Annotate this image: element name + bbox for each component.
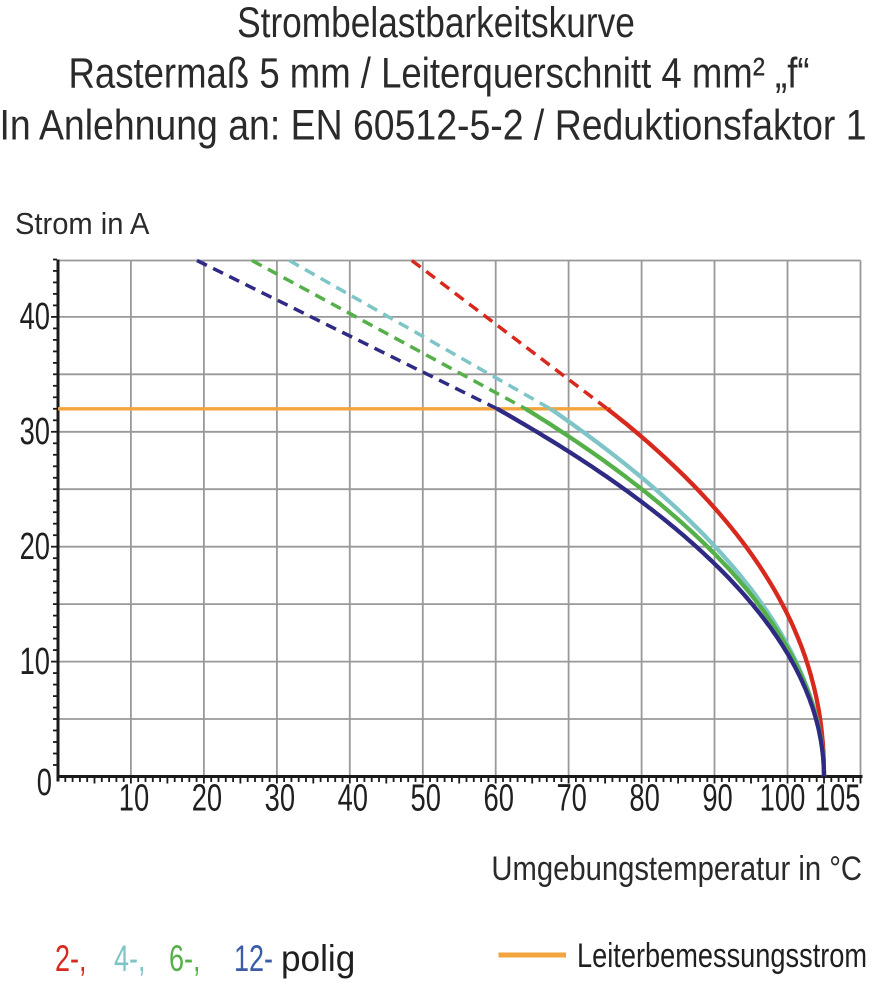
svg-text:40: 40 bbox=[338, 777, 368, 819]
svg-text:Strombelastbarkeitskurve: Strombelastbarkeitskurve bbox=[237, 0, 635, 47]
svg-text:20: 20 bbox=[20, 526, 50, 568]
svg-text:30: 30 bbox=[20, 411, 50, 453]
svg-text:Rastermaß 5 mm / Leiterquersch: Rastermaß 5 mm / Leiterquerschnitt 4 mm²… bbox=[68, 50, 809, 97]
svg-text:10: 10 bbox=[20, 641, 50, 683]
svg-text:80: 80 bbox=[629, 777, 659, 819]
svg-text:polig: polig bbox=[281, 937, 355, 979]
svg-text:4-,: 4-, bbox=[114, 938, 146, 979]
svg-text:60: 60 bbox=[483, 777, 513, 819]
svg-text:Strom in A: Strom in A bbox=[15, 207, 149, 241]
svg-text:50: 50 bbox=[411, 777, 441, 819]
svg-text:Leiterbemessungsstrom: Leiterbemessungsstrom bbox=[577, 936, 867, 975]
svg-text:6-,: 6-, bbox=[169, 938, 201, 979]
svg-text:70: 70 bbox=[556, 777, 586, 819]
svg-text:20: 20 bbox=[192, 777, 222, 819]
svg-text:30: 30 bbox=[265, 777, 295, 819]
svg-text:105: 105 bbox=[815, 777, 861, 819]
svg-text:2-,: 2-, bbox=[55, 938, 87, 979]
svg-text:In Anlehnung an: EN 60512-5-2: In Anlehnung an: EN 60512-5-2 / Reduktio… bbox=[0, 101, 867, 149]
svg-text:12-: 12- bbox=[234, 938, 273, 979]
svg-text:90: 90 bbox=[702, 777, 732, 819]
svg-text:100: 100 bbox=[760, 777, 806, 819]
svg-text:0: 0 bbox=[37, 762, 52, 804]
svg-text:Umgebungstemperatur in °C: Umgebungstemperatur in °C bbox=[491, 849, 862, 888]
svg-text:10: 10 bbox=[119, 777, 149, 819]
svg-text:40: 40 bbox=[20, 296, 50, 338]
